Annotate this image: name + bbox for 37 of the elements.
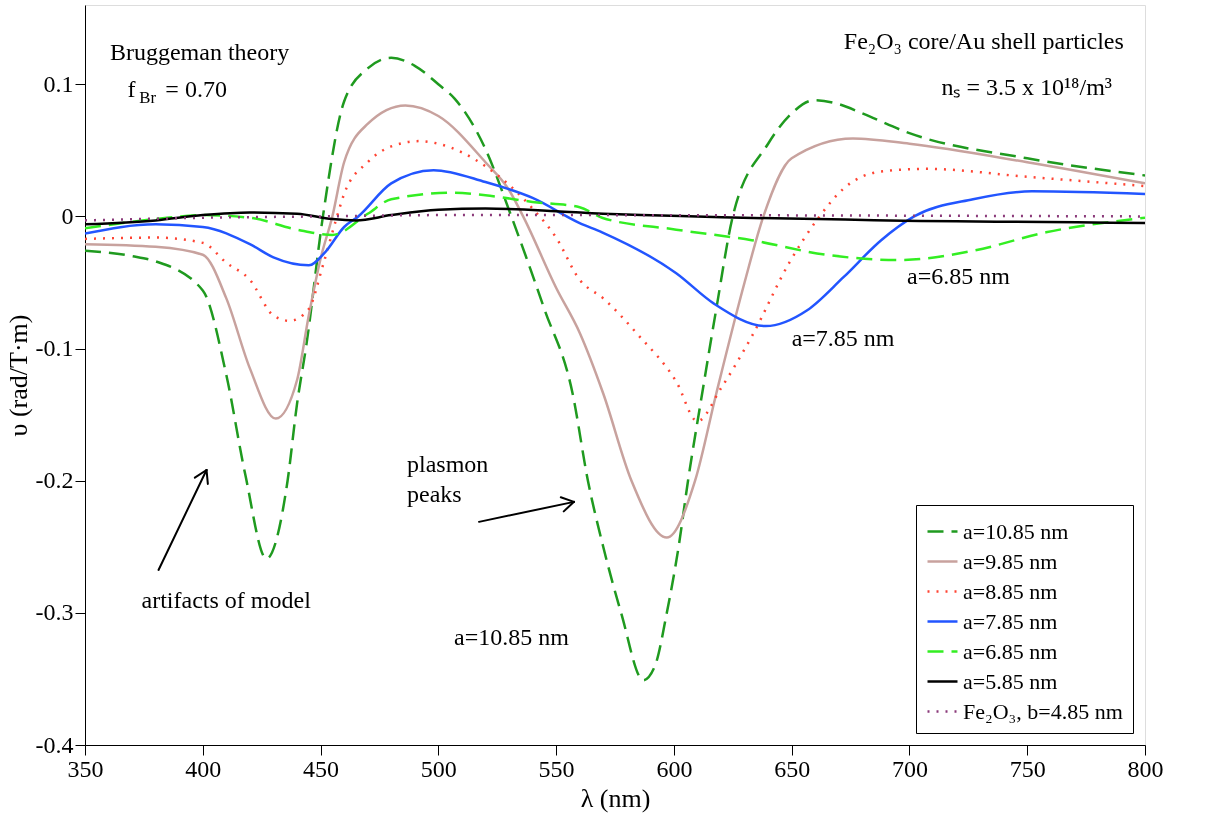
x-tick-label: 450: [303, 755, 340, 782]
annotation: a=7.85 nm: [791, 325, 895, 352]
annotation: a=10.85 nm: [454, 623, 570, 650]
legend-label: a=5.85 nm: [963, 668, 1058, 694]
legend-label: a=10.85 nm: [963, 518, 1069, 544]
y-tick-label: -0.3: [35, 599, 74, 626]
y-tick-label: -0.4: [35, 731, 74, 758]
annotation: plasmon peaks: [407, 450, 489, 507]
x-axis-title: λ (nm): [580, 783, 651, 813]
y-tick-label: 0: [61, 202, 74, 229]
x-tick-label: 700: [891, 755, 928, 782]
line-series: [85, 168, 1145, 328]
line-series: [85, 191, 1145, 262]
annotation: Bruggeman theory: [109, 38, 290, 65]
y-tick-label: 0.1: [43, 70, 74, 97]
x-tick-label: 550: [538, 755, 575, 782]
legend-label: a=6.85 nm: [963, 638, 1058, 664]
x-tick-label: 500: [420, 755, 457, 782]
y-axis-title: υ (rad/T·m): [3, 314, 33, 437]
annotation: a=6.85 nm: [907, 263, 1011, 290]
y-tick-label: -0.1: [35, 335, 74, 362]
legend-label: a=9.85 nm: [963, 548, 1058, 574]
legend-label: a=8.85 nm: [963, 578, 1058, 604]
annotation: nₛ = 3.5 x 10¹⁸/m³: [941, 74, 1113, 101]
legend-label: a=7.85 nm: [963, 608, 1058, 634]
line-series: [85, 104, 1145, 539]
line-series: [85, 139, 1145, 423]
x-tick-label: 750: [1009, 755, 1046, 782]
x-tick-label: 350: [67, 755, 104, 782]
y-tick-label: -0.2: [35, 467, 74, 494]
x-tick-label: 600: [656, 755, 693, 782]
annotation: artifacts of model: [141, 586, 312, 613]
x-tick-label: 400: [185, 755, 222, 782]
legend-label: Fe₂O₃, b=4.85 nm: [963, 698, 1123, 724]
x-tick-label: 800: [1127, 755, 1164, 782]
x-tick-label: 650: [774, 755, 811, 782]
annotation: Fe₂O₃ core/Au shell particles: [843, 28, 1124, 54]
